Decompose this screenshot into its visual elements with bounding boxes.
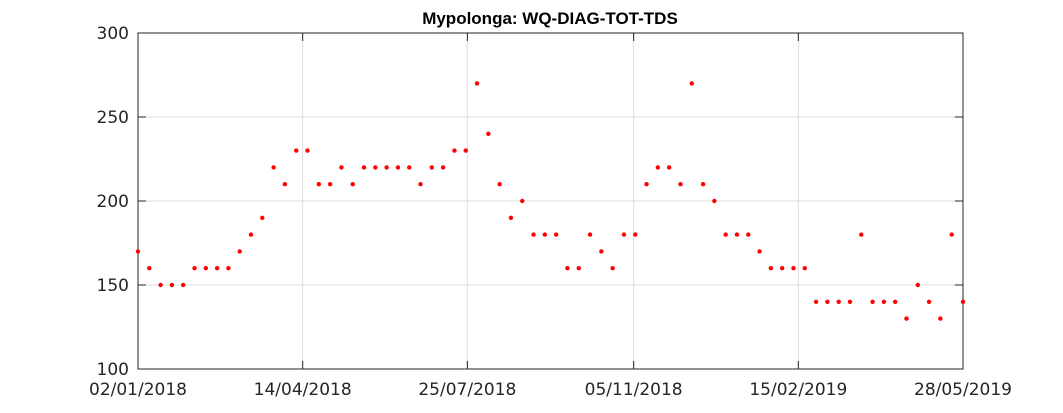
data-point [915, 282, 920, 288]
data-point [610, 266, 615, 271]
x-tick-label: 14/04/2018 [254, 380, 352, 400]
data-point [237, 249, 242, 254]
data-point [486, 131, 491, 136]
x-tick-label: 02/01/2018 [89, 380, 187, 400]
data-point [791, 266, 796, 271]
data-point [689, 81, 694, 86]
data-point [892, 299, 898, 304]
data-point [135, 249, 141, 254]
x-axis-tick-labels: 02/01/2018 14/04/2018 25/07/2018 05/11/2018… [89, 380, 1012, 400]
data-point [192, 266, 197, 271]
data-point [214, 266, 220, 271]
data-point [350, 182, 355, 187]
data-point [463, 148, 468, 153]
data-point [881, 299, 887, 304]
y-tick-label: 300 [97, 24, 129, 44]
y-tick-label: 150 [97, 276, 129, 296]
y-tick-label: 200 [97, 192, 129, 212]
data-point [226, 266, 231, 271]
data-point [734, 232, 740, 237]
data-point [474, 81, 480, 86]
data-point [565, 266, 570, 271]
data-point [599, 249, 604, 254]
data-point [723, 232, 728, 237]
axis-ticks [137, 32, 964, 370]
data-point [621, 232, 627, 237]
data-point [847, 299, 853, 304]
data-point [870, 299, 875, 304]
data-point [203, 266, 209, 271]
data-point [181, 282, 186, 288]
data-point [327, 182, 333, 187]
data-point [655, 165, 661, 170]
data-point [553, 232, 559, 237]
data-point [859, 232, 864, 237]
data-point [147, 266, 152, 271]
data-point [768, 266, 774, 271]
data-point [836, 299, 841, 304]
x-tick-label: 28/05/2019 [914, 380, 1012, 400]
data-point [158, 282, 163, 288]
data-point [531, 232, 536, 237]
data-point [260, 215, 265, 220]
data-point [633, 232, 638, 237]
data-point [248, 232, 254, 237]
data-point [440, 165, 446, 170]
x-tick-label: 05/11/2018 [585, 380, 683, 400]
data-point [429, 165, 435, 170]
data-point [316, 182, 322, 187]
data-point [407, 165, 412, 170]
data-point [169, 282, 175, 288]
data-point [644, 182, 649, 187]
data-point [305, 148, 310, 153]
data-point [949, 232, 954, 237]
data-point [339, 165, 344, 170]
data-point [960, 299, 966, 304]
data-point [395, 165, 401, 170]
y-tick-label: 250 [97, 108, 129, 128]
data-point [757, 249, 762, 254]
data-point [712, 198, 717, 204]
data-point [361, 165, 367, 170]
y-axis-tick-labels: 100 150 200 250 300 [97, 24, 129, 380]
data-point [497, 182, 502, 187]
data-point [294, 148, 299, 153]
data-point [700, 182, 706, 187]
data-point [938, 316, 943, 321]
data-point [373, 165, 378, 170]
data-point [418, 182, 423, 187]
x-tick-label: 15/02/2019 [749, 380, 847, 400]
data-point [926, 299, 932, 304]
data-point [587, 232, 593, 237]
data-point [678, 182, 683, 187]
data-point [904, 316, 909, 321]
grid-lines [137, 32, 964, 370]
data-point [813, 299, 819, 304]
data-point [746, 232, 751, 237]
data-points [135, 81, 966, 321]
data-point [271, 165, 276, 170]
data-point [508, 215, 514, 220]
y-tick-label: 100 [97, 360, 129, 380]
data-point [452, 148, 457, 153]
data-point [384, 165, 389, 170]
chart-title: Mypolonga: WQ-DIAG-TOT-TDS [422, 9, 678, 28]
data-point [576, 266, 581, 271]
x-tick-label: 25/07/2018 [418, 380, 516, 400]
data-point [825, 299, 830, 304]
data-point [802, 266, 807, 271]
data-point [282, 182, 288, 187]
data-point [520, 198, 525, 204]
data-point [666, 165, 672, 170]
data-point [779, 266, 785, 271]
data-point [542, 232, 548, 237]
